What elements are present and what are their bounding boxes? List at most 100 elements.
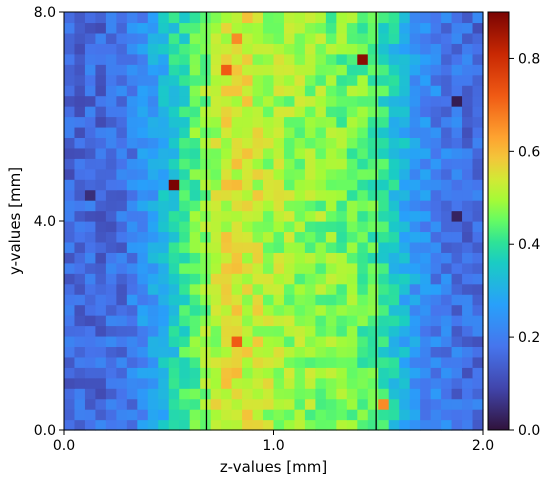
- heatmap-cell: [462, 12, 474, 24]
- heatmap-cell: [388, 241, 400, 253]
- heatmap-cell: [116, 32, 128, 44]
- heatmap-cell: [231, 95, 243, 107]
- heatmap-cell: [462, 74, 474, 86]
- heatmap-cell: [409, 179, 421, 191]
- heatmap-cell: [304, 210, 316, 222]
- heatmap-cell: [441, 356, 453, 368]
- heatmap-cell: [168, 294, 180, 306]
- heatmap-cell: [137, 409, 149, 421]
- heatmap-cell: [325, 32, 337, 44]
- heatmap-cell: [242, 32, 254, 44]
- heatmap-cell: [252, 241, 264, 253]
- heatmap-cell: [231, 210, 243, 222]
- heatmap-cell: [84, 304, 97, 316]
- heatmap-cell: [210, 419, 222, 431]
- heatmap-cell: [346, 388, 358, 400]
- heatmap-cell: [263, 419, 275, 431]
- heatmap-cell: [252, 335, 264, 347]
- heatmap-cell: [231, 22, 243, 34]
- heatmap-cell: [105, 356, 117, 368]
- heatmap-cell: [283, 32, 296, 44]
- heatmap-cell: [304, 147, 316, 159]
- heatmap-cell: [200, 409, 212, 421]
- heatmap-cell: [126, 304, 138, 316]
- heatmap-cell: [430, 252, 442, 264]
- heatmap-cell: [451, 241, 463, 253]
- heatmap-cell: [273, 126, 285, 138]
- heatmap-cell: [451, 346, 463, 358]
- heatmap-cell: [147, 304, 159, 316]
- heatmap-cell: [420, 294, 432, 306]
- heatmap-cell: [399, 377, 411, 389]
- heatmap-cell: [388, 64, 400, 76]
- heatmap-cell: [231, 325, 243, 337]
- heatmap-cell: [304, 168, 316, 180]
- heatmap-cell: [315, 32, 327, 44]
- heatmap-cell: [451, 252, 463, 264]
- heatmap-cell: [399, 283, 411, 295]
- heatmap-cell: [84, 147, 97, 159]
- heatmap-cell: [357, 273, 369, 285]
- heatmap-cell: [137, 367, 149, 379]
- heatmap-cell: [472, 325, 484, 337]
- heatmap-cell: [189, 53, 201, 65]
- heatmap-cell: [273, 221, 285, 233]
- heatmap-cell: [346, 210, 358, 222]
- heatmap-cell: [462, 335, 474, 347]
- heatmap-cell: [315, 335, 327, 347]
- heatmap-cell: [430, 398, 442, 410]
- heatmap-cell: [283, 294, 296, 306]
- heatmap-cell: [126, 64, 138, 76]
- heatmap-cell: [126, 294, 138, 306]
- heatmap-cell: [283, 126, 296, 138]
- heatmap-cell: [357, 377, 369, 389]
- heatmap-cell: [294, 231, 306, 243]
- heatmap-cell: [168, 137, 180, 149]
- heatmap-cell: [147, 377, 159, 389]
- heatmap-cell: [64, 262, 76, 274]
- heatmap-cell: [304, 32, 316, 44]
- heatmap-cell: [451, 335, 463, 347]
- heatmap-cell: [263, 315, 275, 327]
- heatmap-cell: [315, 116, 327, 128]
- heatmap-cell: [168, 210, 180, 222]
- heatmap-cell: [462, 168, 474, 180]
- heatmap-cell: [430, 221, 442, 233]
- heatmap-cell: [346, 64, 358, 76]
- heatmap-cell: [388, 22, 400, 34]
- heatmap-cell: [399, 273, 411, 285]
- heatmap-cell: [74, 53, 86, 65]
- heatmap-cell: [252, 116, 264, 128]
- heatmap-cell: [420, 168, 432, 180]
- heatmap-cell: [231, 241, 243, 253]
- heatmap-cell: [242, 22, 254, 34]
- heatmap-cell: [189, 12, 201, 24]
- heatmap-cell: [189, 283, 201, 295]
- y-axis-label: y-values [mm]: [6, 167, 24, 275]
- heatmap-cell: [283, 346, 296, 358]
- heatmap-cell: [64, 32, 76, 44]
- heatmap-cell: [273, 22, 285, 34]
- heatmap-cell: [242, 189, 254, 201]
- heatmap-cell: [200, 335, 212, 347]
- heatmap-cell: [126, 367, 138, 379]
- heatmap-cell: [105, 315, 117, 327]
- heatmap-cell: [325, 283, 337, 295]
- heatmap-cell: [399, 64, 411, 76]
- heatmap-cell: [189, 168, 201, 180]
- heatmap-cell: [221, 377, 233, 389]
- heatmap-cell: [252, 221, 264, 233]
- heatmap-cell: [283, 64, 296, 76]
- heatmap-cell: [336, 158, 348, 170]
- heatmap-cell: [252, 231, 264, 243]
- heatmap-cell: [441, 221, 453, 233]
- heatmap-cell: [294, 283, 306, 295]
- heatmap-cell: [304, 231, 316, 243]
- heatmap-cell: [200, 221, 212, 233]
- heatmap-cell: [294, 179, 306, 191]
- heatmap-cell: [179, 231, 191, 243]
- heatmap-cell: [74, 398, 86, 410]
- heatmap-cell: [357, 241, 369, 253]
- heatmap-cell: [378, 43, 390, 55]
- heatmap-cell: [200, 315, 212, 327]
